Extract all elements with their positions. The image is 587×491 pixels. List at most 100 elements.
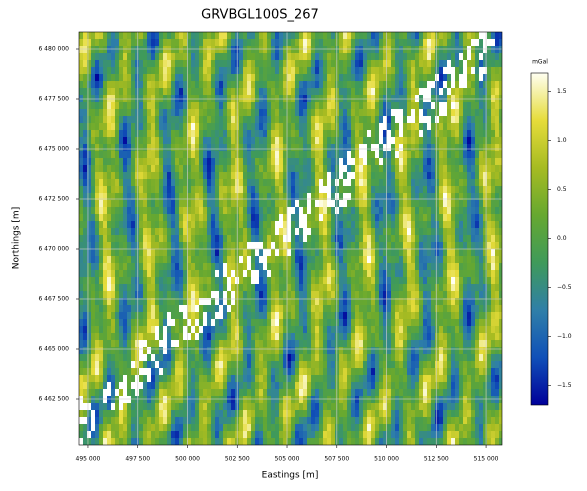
raster-cell xyxy=(323,340,327,347)
raster-cell xyxy=(499,221,502,228)
raster-cell xyxy=(443,123,447,130)
raster-cell xyxy=(287,221,291,228)
raster-cell xyxy=(475,256,479,263)
raster-cell xyxy=(443,179,447,186)
raster-cell xyxy=(383,88,387,95)
raster-cell xyxy=(159,172,163,179)
raster-cell xyxy=(383,123,387,130)
raster-cell xyxy=(443,256,447,263)
raster-cell xyxy=(127,256,131,263)
raster-cell xyxy=(115,179,119,186)
raster-cell xyxy=(195,186,199,193)
raster-cell xyxy=(451,95,455,102)
raster-cell xyxy=(119,214,123,221)
raster-cell xyxy=(151,109,155,116)
raster-cell xyxy=(455,312,459,319)
raster-cell xyxy=(279,298,283,305)
raster-cell xyxy=(471,46,475,53)
raster-cell xyxy=(451,319,455,326)
raster-cell xyxy=(295,102,299,109)
raster-cell xyxy=(279,144,283,151)
raster-cell xyxy=(423,95,427,102)
raster-cell xyxy=(451,46,455,53)
raster-cell xyxy=(151,151,155,158)
raster-cell xyxy=(255,312,259,319)
raster-cell xyxy=(243,102,247,109)
raster-cell xyxy=(419,158,423,165)
raster-cell xyxy=(447,291,451,298)
raster-cell xyxy=(427,53,431,60)
raster-cell xyxy=(319,249,323,256)
raster-cell xyxy=(115,340,119,347)
raster-cell xyxy=(499,67,502,74)
raster-cell xyxy=(171,298,175,305)
raster-cell xyxy=(111,158,115,165)
raster-cell xyxy=(255,214,259,221)
raster-cell xyxy=(355,333,359,340)
raster-cell xyxy=(327,109,331,116)
raster-cell xyxy=(355,193,359,200)
raster-cell xyxy=(451,88,455,95)
raster-cell xyxy=(315,277,319,284)
raster-cell xyxy=(87,263,91,270)
raster-cell xyxy=(207,207,211,214)
raster-cell xyxy=(151,95,155,102)
raster-cell xyxy=(463,284,467,291)
raster-cell xyxy=(219,81,223,88)
raster-cell xyxy=(431,305,435,312)
raster-cell xyxy=(323,172,327,179)
raster-cell xyxy=(183,214,187,221)
raster-cell xyxy=(455,109,459,116)
raster-cell xyxy=(103,144,107,151)
raster-cell xyxy=(79,340,83,347)
raster-cell xyxy=(215,354,219,361)
raster-cell xyxy=(443,319,447,326)
raster-cell xyxy=(283,46,287,53)
raster-cell xyxy=(91,354,95,361)
raster-cell xyxy=(95,165,99,172)
raster-cell xyxy=(435,228,439,235)
raster-cell xyxy=(415,81,419,88)
raster-cell xyxy=(491,326,495,333)
raster-cell xyxy=(207,200,211,207)
raster-cell xyxy=(255,347,259,354)
raster-cell xyxy=(451,347,455,354)
raster-cell xyxy=(163,95,167,102)
raster-cell xyxy=(207,291,211,298)
raster-cell xyxy=(263,67,267,74)
raster-cell xyxy=(83,60,87,67)
raster-cell xyxy=(267,46,271,53)
raster-cell xyxy=(423,137,427,144)
raster-cell xyxy=(371,88,375,95)
raster-cell xyxy=(419,207,423,214)
raster-cell xyxy=(395,32,399,39)
raster-cell xyxy=(231,158,235,165)
raster-cell xyxy=(231,109,235,116)
raster-cell xyxy=(427,291,431,298)
raster-cell xyxy=(491,32,495,39)
raster-cell xyxy=(395,144,399,151)
raster-cell xyxy=(439,165,443,172)
raster-cell xyxy=(79,305,83,312)
raster-cell xyxy=(299,291,303,298)
raster-cell xyxy=(475,214,479,221)
raster-cell xyxy=(231,32,235,39)
raster-cell xyxy=(83,39,87,46)
raster-cell xyxy=(463,235,467,242)
raster-cell xyxy=(95,249,99,256)
raster-cell xyxy=(263,109,267,116)
raster-cell xyxy=(459,151,463,158)
raster-cell xyxy=(327,137,331,144)
raster-cell xyxy=(395,186,399,193)
raster-cell xyxy=(395,200,399,207)
raster-cell xyxy=(263,130,267,137)
raster-cell xyxy=(259,235,263,242)
raster-cell xyxy=(323,74,327,81)
raster-cell xyxy=(387,67,391,74)
raster-cell xyxy=(395,60,399,67)
raster-cell xyxy=(451,312,455,319)
raster-cell xyxy=(367,284,371,291)
raster-cell xyxy=(187,39,191,46)
raster-cell xyxy=(103,263,107,270)
raster-cell xyxy=(219,144,223,151)
